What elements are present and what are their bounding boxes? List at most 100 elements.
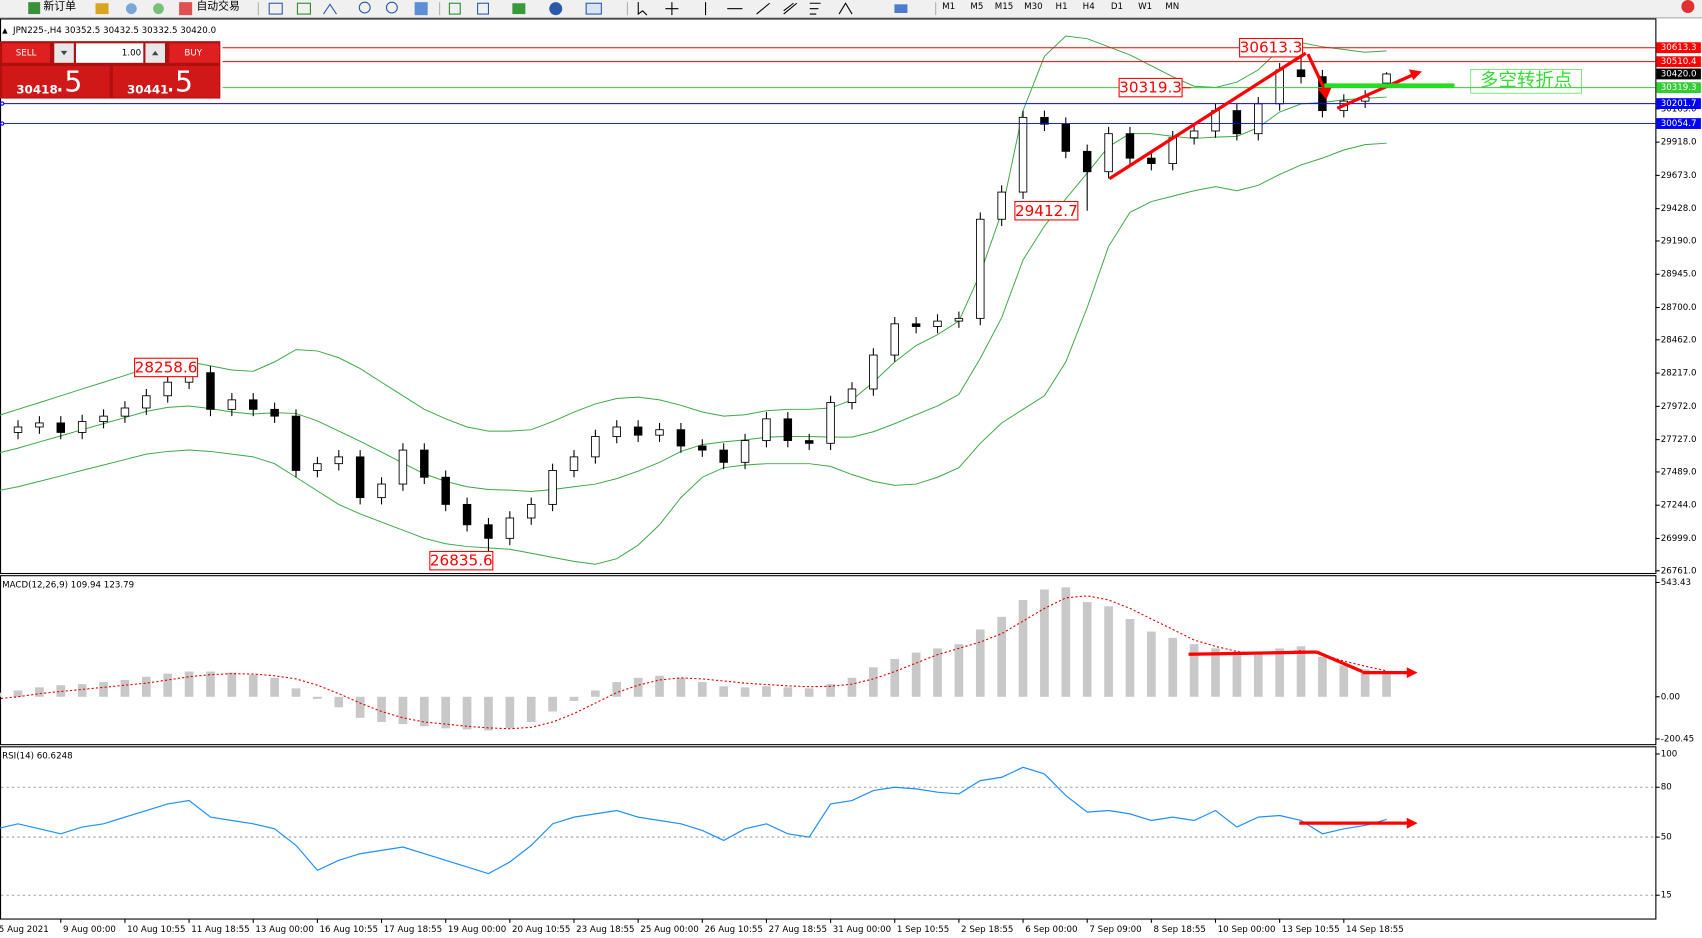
text-tool[interactable] <box>838 2 853 15</box>
candle-body <box>1189 130 1199 139</box>
macd-bar <box>248 674 258 697</box>
price-annotation-box <box>429 550 494 571</box>
fibo-tool[interactable] <box>809 2 821 15</box>
price-annotation-box <box>1239 37 1304 58</box>
timeframe-button[interactable]: M1 <box>942 2 955 12</box>
cursor-tool[interactable] <box>637 2 648 16</box>
level-anchor <box>0 121 5 126</box>
toolbar-icon[interactable] <box>125 3 137 15</box>
toolbar-icon[interactable] <box>323 3 337 15</box>
timeframe-button[interactable]: H1 <box>1056 2 1068 12</box>
candle-body <box>462 503 472 526</box>
crosshair-tool[interactable] <box>665 2 679 16</box>
timeframe-button[interactable]: D1 <box>1111 2 1123 12</box>
ask-fraction[interactable]: .5 <box>166 65 193 98</box>
toolbar-bg <box>0 0 1702 18</box>
bid-fraction[interactable]: .5 <box>55 65 82 98</box>
level-label-bg <box>1656 98 1701 110</box>
candle-body <box>954 317 964 322</box>
toolbar-icon[interactable] <box>448 2 461 15</box>
candle-body <box>355 456 365 499</box>
channel-tool[interactable] <box>783 2 798 15</box>
macd-bar <box>377 696 386 723</box>
auto-trading-icon[interactable] <box>179 2 193 16</box>
ask-box[interactable] <box>112 66 220 98</box>
timeframe-button[interactable]: M15 <box>995 2 1014 12</box>
arrow-head <box>1408 69 1422 81</box>
level-label-bg <box>1656 82 1701 94</box>
new-order-icon[interactable] <box>28 2 41 15</box>
timeframe-button[interactable]: W1 <box>1138 2 1152 12</box>
macd-bar <box>1018 600 1028 697</box>
buy-label[interactable]: BUY <box>184 49 202 59</box>
bid-box[interactable] <box>2 66 110 98</box>
turning-point-note: 多空转折点 <box>1480 70 1572 91</box>
toolbar-icon[interactable] <box>477 2 489 15</box>
templates-icon[interactable] <box>585 2 602 15</box>
macd-bar <box>997 616 1007 697</box>
timeframe-button[interactable]: M5 <box>970 2 983 12</box>
timeframes: M1 M5 M15 M30 H1 H4 D1 W1 MN <box>942 2 1179 12</box>
y-tick-label: 27244.0 <box>1661 501 1697 511</box>
macd-bar <box>783 687 793 697</box>
y-tick-label: 0.00 <box>1661 692 1680 702</box>
auto-trading-button[interactable]: 自动交易 <box>196 0 239 12</box>
x-tick-label: 1 Sep 10:55 <box>897 925 949 935</box>
arrows-tool[interactable] <box>894 4 908 13</box>
candle-body <box>1232 110 1242 135</box>
macd-bar <box>0 692 1 697</box>
zoom-out[interactable] <box>385 1 398 14</box>
periods-icon[interactable] <box>549 2 563 16</box>
toolbar-icon[interactable] <box>296 2 311 15</box>
level-label-bg <box>1656 68 1701 80</box>
candle-body <box>890 323 899 356</box>
bid-price[interactable]: 30418 <box>16 82 57 96</box>
indicators-icon[interactable] <box>512 3 526 15</box>
macd-bar <box>206 671 215 697</box>
lot-input[interactable] <box>75 43 144 63</box>
candle-body <box>633 426 643 436</box>
macd-bar <box>1147 631 1156 697</box>
toolbar-icon[interactable] <box>95 3 109 15</box>
level-label: 30054.7 <box>1661 119 1697 129</box>
timeframe-button[interactable]: MN <box>1165 2 1179 12</box>
macd-bar <box>911 652 921 697</box>
y-tick-label: 26999.0 <box>1661 534 1697 544</box>
candle-body <box>35 422 44 428</box>
macd-bar <box>1125 618 1135 697</box>
toolbar-icon[interactable] <box>414 2 428 16</box>
trendline-tool[interactable] <box>756 2 770 15</box>
x-tick-label: 26 Aug 10:55 <box>704 925 762 935</box>
x-tick-label: 14 Sep 18:55 <box>1346 925 1404 935</box>
y-tick-label: 28945.0 <box>1661 270 1697 280</box>
notification[interactable] <box>1681 0 1695 13</box>
y-tick-label: 29673.0 <box>1661 171 1697 181</box>
sell-button[interactable] <box>2 43 50 63</box>
new-order-button[interactable]: 新订单 <box>43 0 76 12</box>
zoom-in[interactable] <box>358 1 371 14</box>
lot-value[interactable]: 1.00 <box>122 49 141 59</box>
y-tick-label: 543.43 <box>1661 578 1691 588</box>
main-panel-border <box>0 18 1657 575</box>
buy-button[interactable] <box>169 43 220 63</box>
macd-bar <box>1296 646 1306 697</box>
toolbar-icon[interactable] <box>153 3 164 15</box>
candle-body <box>206 372 215 410</box>
candle-body <box>804 440 814 444</box>
macd-bar <box>270 677 279 697</box>
sell-label[interactable]: SELL <box>16 49 37 59</box>
timeframe-button[interactable]: M30 <box>1024 2 1043 12</box>
candle-body <box>398 449 408 485</box>
candle-body <box>762 418 771 442</box>
macd-bar <box>719 686 729 697</box>
x-tick-label: 6 Sep 00:00 <box>1025 925 1077 935</box>
macd-bar <box>120 679 130 697</box>
candle-body <box>377 483 386 499</box>
macd-bar <box>633 677 643 697</box>
toolbar-icon[interactable] <box>268 2 283 15</box>
ask-price[interactable]: 30441 <box>127 82 168 96</box>
macd-bar <box>569 696 579 701</box>
timeframe-button[interactable]: H4 <box>1083 2 1096 12</box>
one-click-trading: SELL 1.00 BUY 30418 .5 30441 .5 <box>0 41 221 99</box>
